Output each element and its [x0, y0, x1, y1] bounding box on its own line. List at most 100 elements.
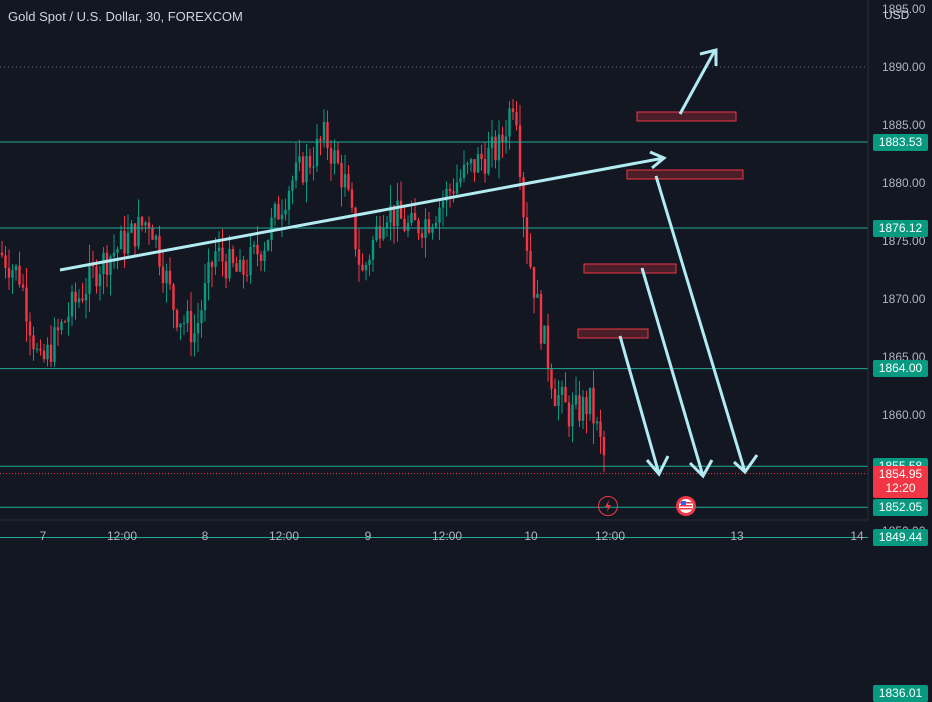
candle-body	[343, 174, 347, 188]
candle-body	[242, 259, 245, 275]
candle-body	[406, 223, 410, 231]
zone-rectangle[interactable]	[577, 328, 649, 339]
candle-body	[578, 395, 581, 421]
candle-body	[228, 248, 231, 279]
candle-body	[357, 249, 361, 265]
symbol-title[interactable]: Gold Spot / U.S. Dollar, 30, FOREXCOM	[8, 9, 243, 24]
candle-body	[462, 164, 466, 179]
time-tick-label: 13	[730, 529, 744, 543]
candle-body	[392, 205, 396, 227]
projection-arrow-head	[699, 48, 718, 66]
time-tick-label: 7	[40, 529, 47, 543]
candle-body	[431, 226, 434, 233]
candle-body	[28, 321, 32, 336]
candle-body	[560, 386, 564, 395]
candle-body	[424, 219, 427, 238]
candle-body	[389, 205, 392, 223]
candle-body	[109, 256, 112, 275]
us-flag-icon[interactable]	[676, 496, 696, 516]
candle-body	[32, 335, 35, 350]
candle-body	[476, 153, 480, 173]
projection-arrow-head	[688, 459, 714, 479]
candle-body	[112, 252, 116, 257]
candle-body	[553, 388, 557, 406]
projection-arrow[interactable]	[678, 51, 716, 115]
candle-body	[546, 325, 550, 369]
candle-body	[168, 270, 172, 285]
candle-body	[116, 249, 119, 253]
candle-body	[249, 246, 252, 276]
candle-body	[501, 134, 504, 142]
candle-body	[305, 156, 308, 183]
zone-rectangle[interactable]	[583, 263, 677, 274]
candle-body	[543, 325, 546, 344]
candle-body	[133, 223, 137, 247]
candle-body	[151, 228, 154, 240]
candle-body	[469, 159, 473, 164]
candle-body	[147, 222, 151, 229]
candle-body	[518, 125, 522, 178]
candle-body	[459, 178, 462, 183]
candle-body	[18, 265, 21, 285]
time-tick-label: 10	[524, 529, 538, 543]
candle-body	[312, 166, 315, 168]
candle-body	[508, 108, 511, 137]
candle-body	[301, 156, 305, 183]
lightning-icon[interactable]	[598, 496, 618, 516]
candle-body	[284, 209, 287, 215]
candle-body	[571, 404, 574, 427]
candle-body	[119, 230, 123, 250]
candle-body	[126, 232, 130, 254]
candle-body	[95, 266, 98, 287]
current-price-value: 1854.95	[878, 466, 923, 481]
candle-body	[515, 112, 518, 126]
zone-rectangle[interactable]	[636, 111, 737, 122]
candle-body	[599, 421, 602, 437]
candle-body	[42, 350, 46, 360]
candle-body	[452, 191, 455, 194]
time-tick-label: 12:00	[432, 529, 462, 543]
time-axis[interactable]: 7 12:00 8 12:00 9 12:00 10 12:00 13 14	[40, 529, 864, 543]
projection-arrow[interactable]	[640, 267, 705, 477]
candle-body	[63, 321, 67, 323]
time-tick-label: 8	[202, 529, 209, 543]
candle-body	[56, 327, 60, 331]
price-tick-label: 1895.00	[882, 2, 926, 16]
projection-arrow[interactable]	[654, 175, 747, 473]
candle-body	[557, 394, 560, 406]
candle-body	[189, 310, 193, 343]
candle-body	[336, 150, 340, 163]
candle-body	[81, 298, 84, 301]
trend-line[interactable]	[59, 156, 665, 272]
candle-body	[193, 333, 196, 343]
candle-body	[210, 261, 214, 267]
candle-body	[399, 200, 403, 219]
candle-body	[347, 174, 350, 190]
candle-body	[350, 189, 354, 208]
candle-body	[525, 217, 529, 251]
bar-countdown: 12:20	[885, 480, 916, 495]
candle-body	[592, 387, 595, 424]
level-price-tag: 1876.12	[873, 219, 928, 237]
candle-body	[445, 188, 448, 202]
candle-body	[585, 397, 588, 415]
candle-body	[564, 386, 567, 403]
candle-body	[396, 200, 399, 227]
candle-body	[186, 310, 189, 324]
candle-body	[298, 156, 301, 163]
candle-body	[67, 316, 70, 322]
zone-rectangle[interactable]	[626, 169, 744, 180]
price-chart[interactable]: 1895.00 1890.00 1885.00 1880.00 1875.00 1870.…	[0, 0, 932, 550]
drawing-layer	[59, 48, 759, 479]
projection-arrow-head	[732, 454, 759, 475]
price-tick-label: 1890.00	[882, 60, 926, 74]
candle-body	[522, 177, 525, 218]
candle-body	[179, 323, 182, 328]
time-tick-label: 14	[850, 529, 864, 543]
time-tick-label: 9	[365, 529, 372, 543]
candle-body	[196, 323, 200, 334]
projection-arrow[interactable]	[618, 335, 661, 475]
level-price-tag: 1849.44	[873, 528, 928, 546]
level-price-tag: 1864.00	[873, 360, 928, 378]
trend-arrow-head	[649, 150, 667, 170]
